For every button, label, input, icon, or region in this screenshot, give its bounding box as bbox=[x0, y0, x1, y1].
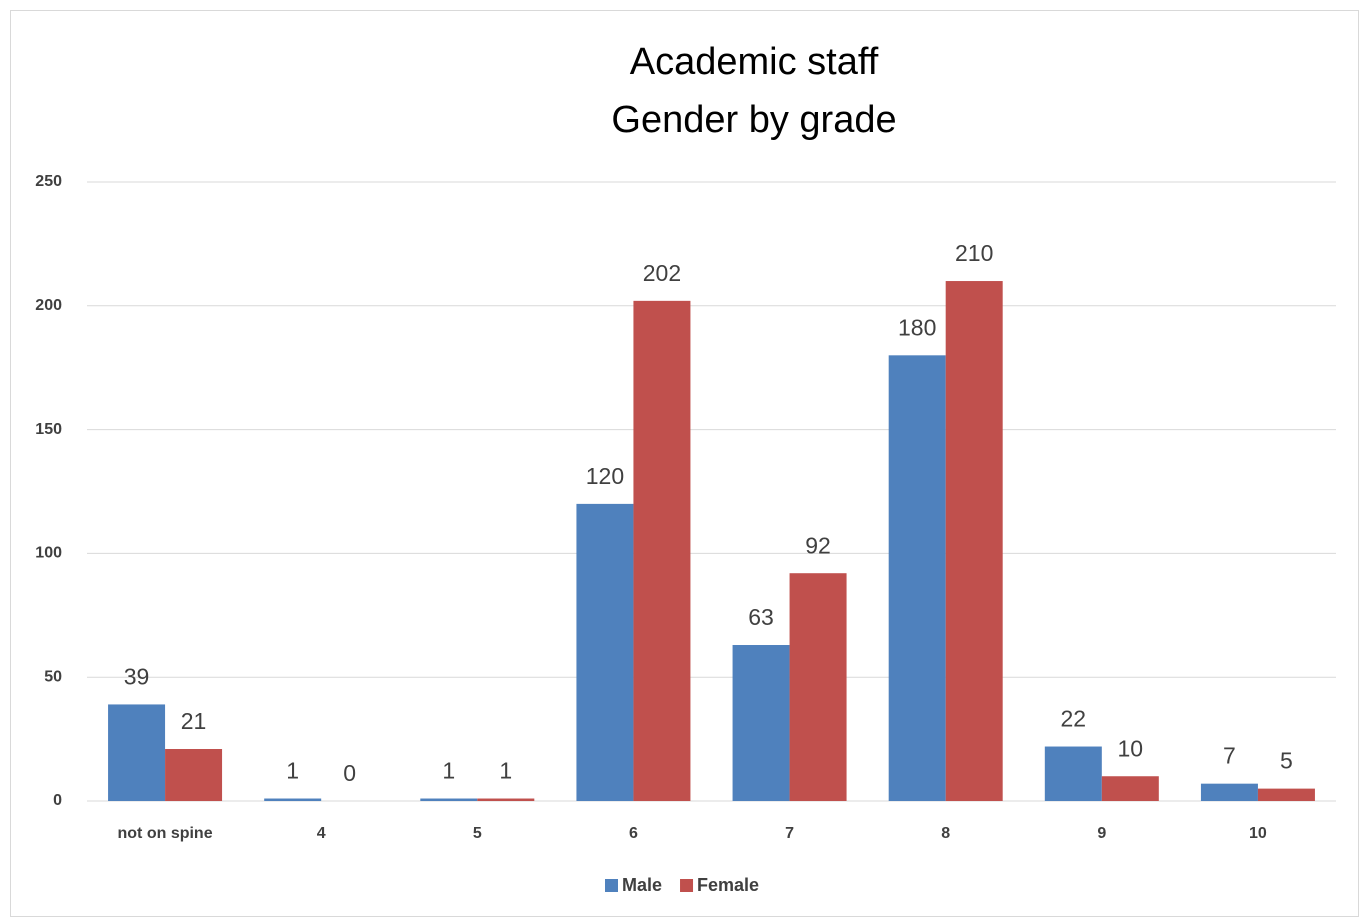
data-label: 202 bbox=[643, 260, 681, 286]
data-label: 0 bbox=[343, 760, 356, 786]
data-label: 1 bbox=[286, 758, 299, 784]
x-tick-label: not on spine bbox=[118, 825, 213, 842]
data-label: 180 bbox=[898, 314, 936, 340]
bar bbox=[945, 281, 1003, 801]
bar bbox=[1044, 746, 1102, 801]
data-label: 10 bbox=[1118, 735, 1144, 761]
bar bbox=[789, 573, 847, 801]
bar bbox=[108, 704, 166, 801]
y-tick-label: 250 bbox=[35, 173, 62, 190]
y-tick-label: 0 bbox=[53, 792, 62, 809]
bar bbox=[264, 798, 322, 801]
data-label: 63 bbox=[748, 604, 774, 630]
y-tick-label: 200 bbox=[35, 297, 62, 314]
bar bbox=[1101, 776, 1159, 801]
chart-title: Academic staff bbox=[630, 41, 879, 83]
y-tick-label: 100 bbox=[35, 545, 62, 562]
x-tick-label: 10 bbox=[1249, 825, 1267, 842]
x-tick-label: 6 bbox=[629, 825, 638, 842]
bar bbox=[1257, 788, 1315, 801]
legend-swatch bbox=[605, 879, 618, 892]
data-label: 210 bbox=[955, 240, 993, 266]
bar bbox=[477, 798, 535, 801]
data-label: 120 bbox=[586, 463, 624, 489]
bar bbox=[732, 645, 790, 801]
bar bbox=[420, 798, 478, 801]
data-label: 92 bbox=[805, 532, 831, 558]
legend-label: Female bbox=[697, 875, 759, 895]
legend-swatch bbox=[680, 879, 694, 892]
data-label: 21 bbox=[181, 708, 207, 734]
x-tick-label: 7 bbox=[785, 825, 794, 842]
data-label: 39 bbox=[124, 664, 150, 690]
x-tick-label: 8 bbox=[941, 825, 950, 842]
bar bbox=[633, 300, 691, 801]
x-tick-label: 9 bbox=[1097, 825, 1106, 842]
chart-subtitle: Gender by grade bbox=[611, 99, 896, 141]
data-label: 5 bbox=[1280, 748, 1293, 774]
bar bbox=[165, 749, 223, 801]
data-label: 1 bbox=[442, 758, 455, 784]
bar bbox=[576, 503, 634, 801]
x-tick-label: 4 bbox=[317, 825, 326, 842]
data-label: 1 bbox=[499, 758, 512, 784]
bar bbox=[1200, 783, 1258, 801]
bar bbox=[888, 355, 946, 801]
y-tick-label: 150 bbox=[35, 421, 62, 438]
data-label: 7 bbox=[1223, 743, 1236, 769]
data-label: 22 bbox=[1061, 706, 1087, 732]
legend-label: Male bbox=[622, 875, 662, 895]
x-tick-label: 5 bbox=[473, 825, 482, 842]
y-tick-label: 50 bbox=[44, 668, 62, 685]
